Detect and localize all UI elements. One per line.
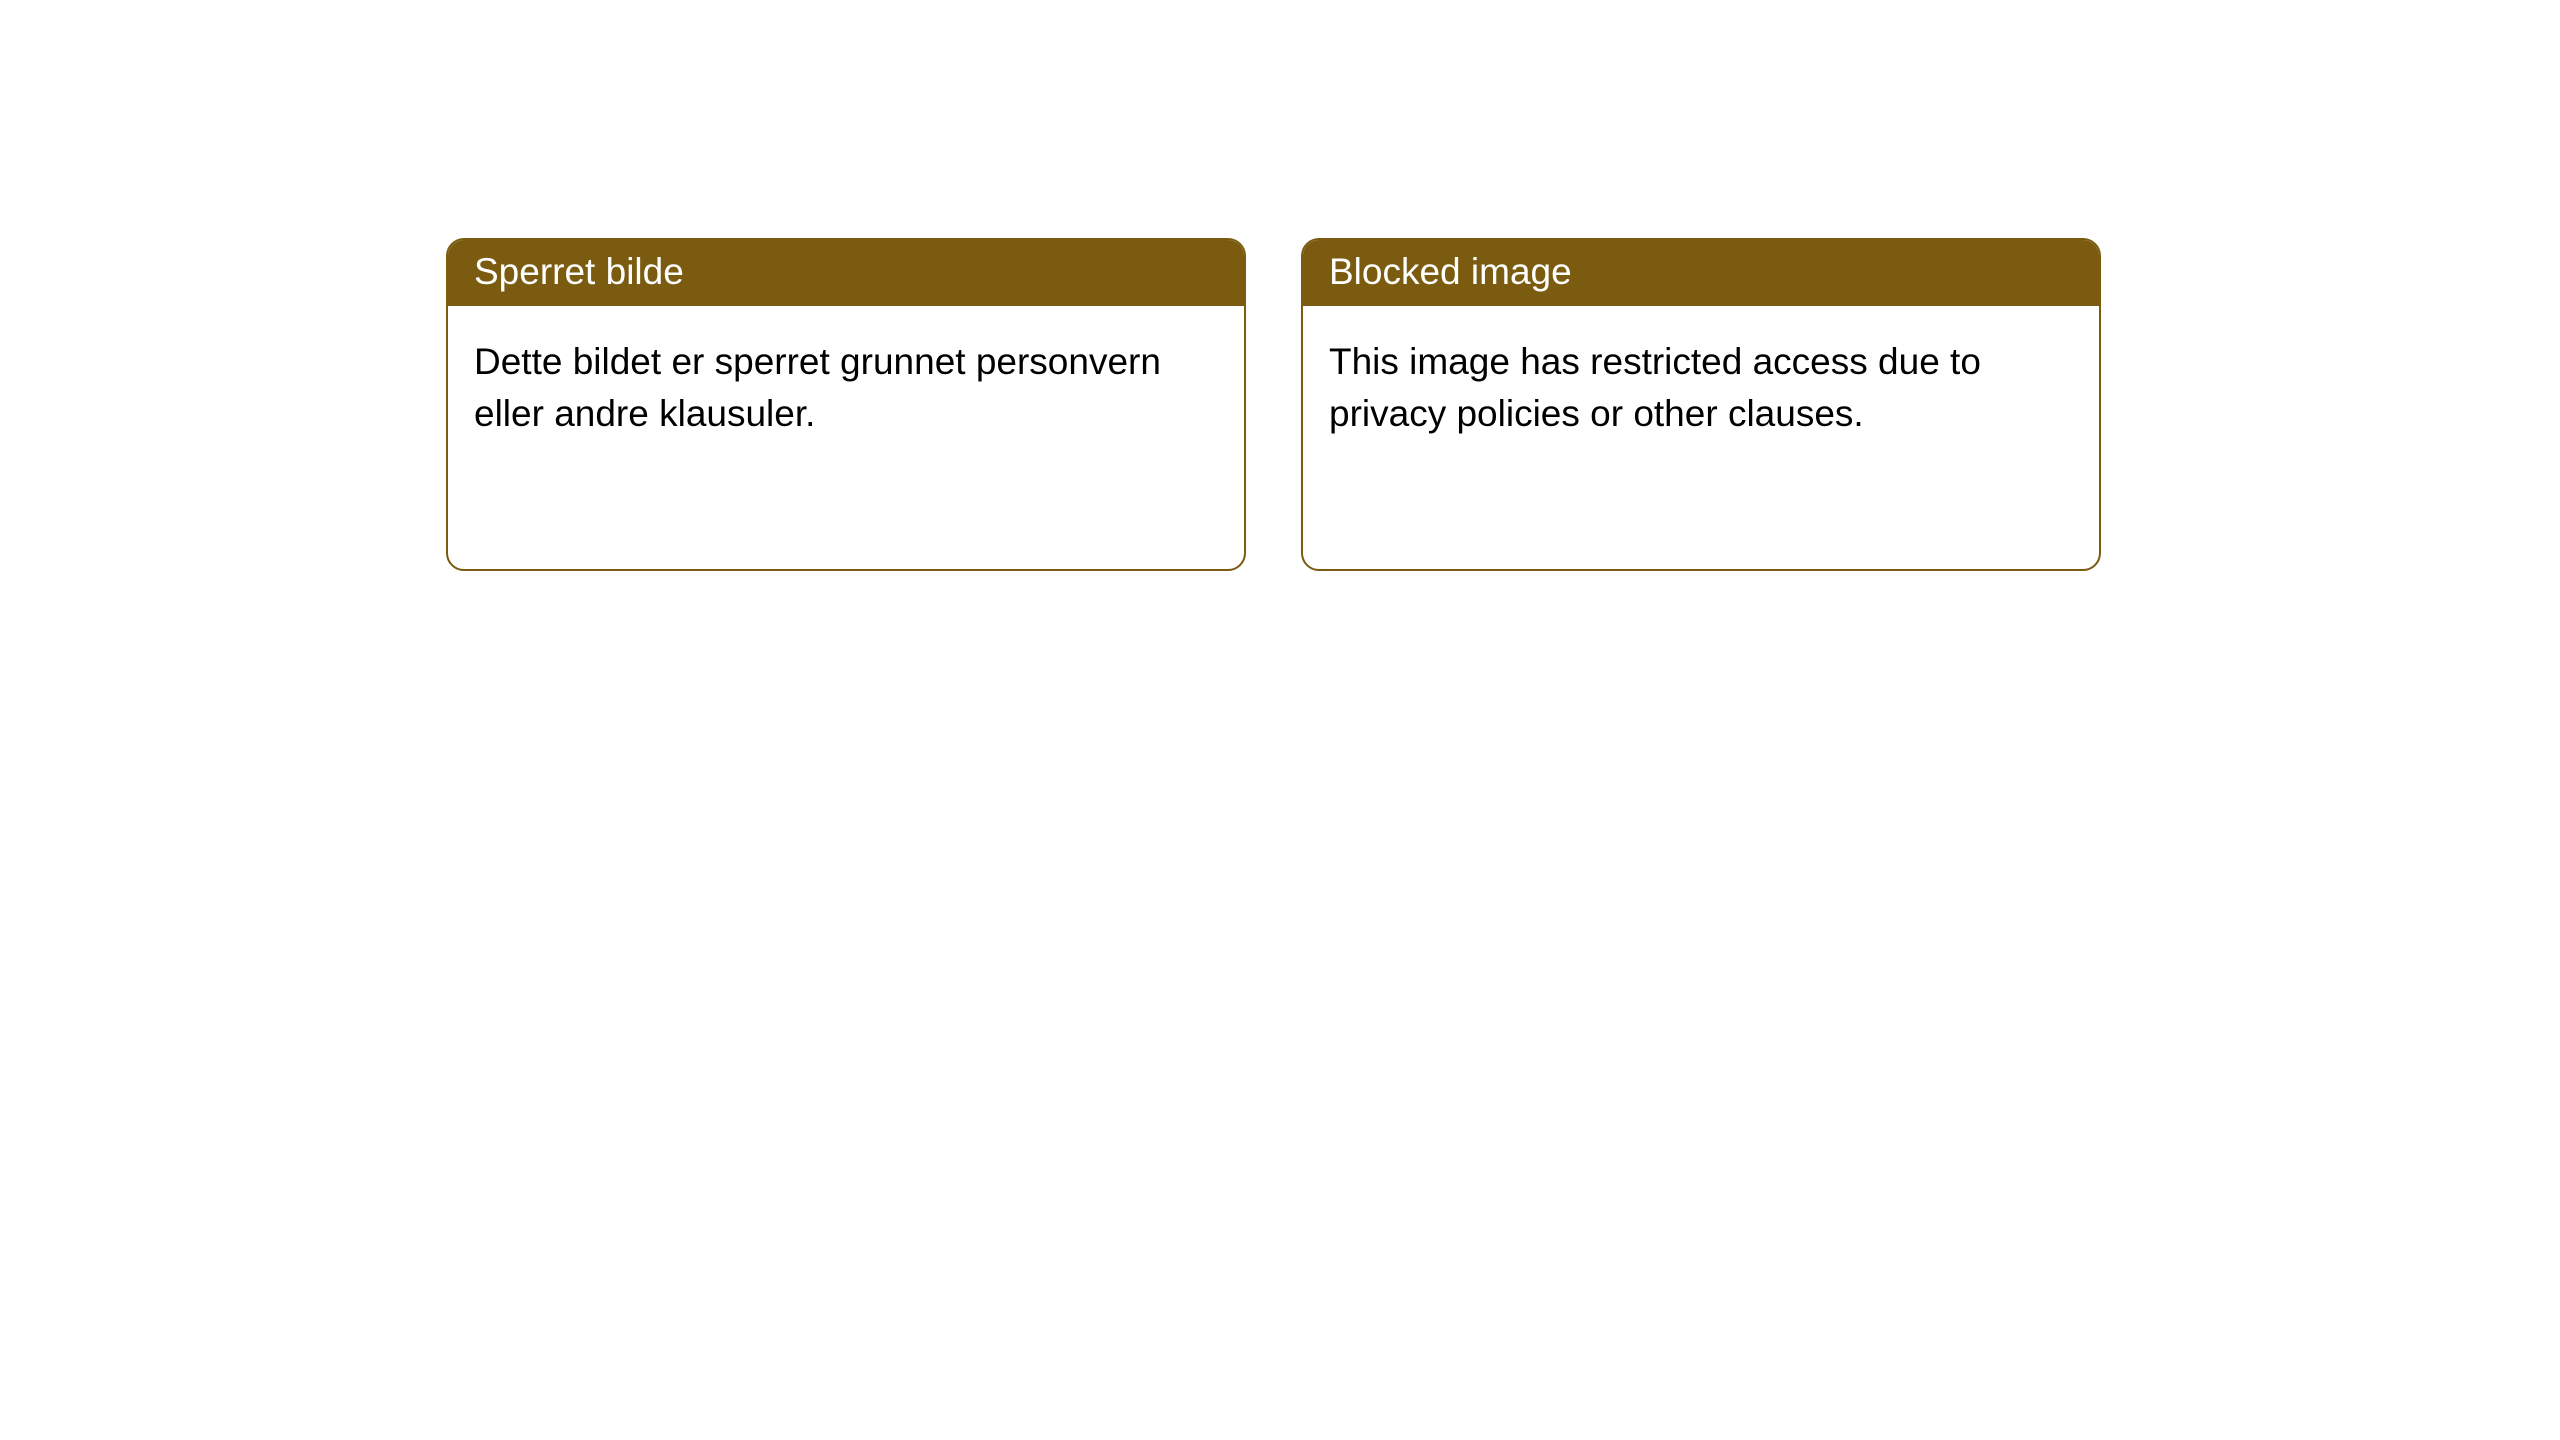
card-english-title: Blocked image: [1303, 240, 2099, 306]
card-english-body: This image has restricted access due to …: [1303, 306, 2099, 470]
card-english: Blocked image This image has restricted …: [1301, 238, 2101, 571]
card-norwegian-body: Dette bildet er sperret grunnet personve…: [448, 306, 1244, 470]
card-norwegian-title: Sperret bilde: [448, 240, 1244, 306]
card-norwegian: Sperret bilde Dette bildet er sperret gr…: [446, 238, 1246, 571]
card-container: Sperret bilde Dette bildet er sperret gr…: [0, 0, 2560, 571]
